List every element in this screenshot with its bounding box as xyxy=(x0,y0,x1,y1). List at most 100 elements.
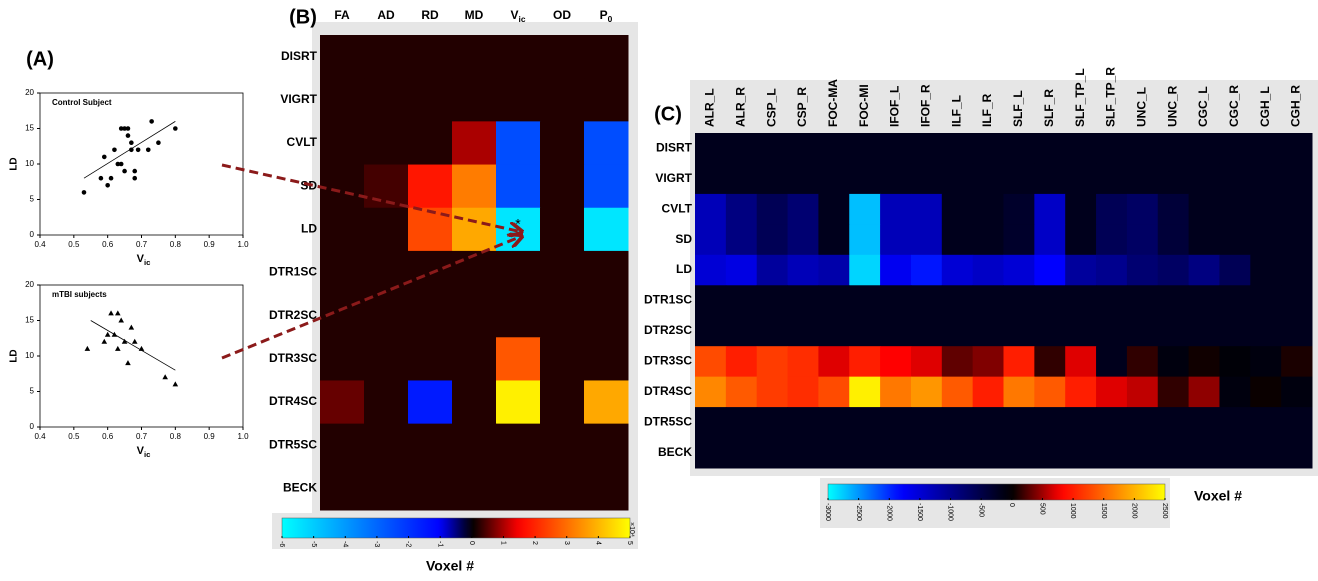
cell xyxy=(756,315,789,347)
colorbar-tick-label: 1 xyxy=(500,541,507,545)
column-label: SLF_TP_R xyxy=(1104,67,1118,127)
cell xyxy=(695,133,727,164)
cell xyxy=(695,437,727,469)
colorbar-tick-label: 2000 xyxy=(1131,503,1138,519)
cell xyxy=(1096,133,1128,164)
colorbar-label: Voxel # xyxy=(426,558,474,574)
y-tick-label: 10 xyxy=(25,351,34,360)
cell xyxy=(1219,407,1251,439)
row-label: DTR1SC xyxy=(644,293,692,307)
column-label: ILF_L xyxy=(949,95,963,127)
cell xyxy=(941,346,974,378)
cell xyxy=(725,193,758,225)
cell xyxy=(849,285,881,317)
cell xyxy=(818,285,850,317)
cell xyxy=(540,337,585,381)
cell xyxy=(910,193,943,225)
row-label: DTR5SC xyxy=(644,414,692,428)
cell xyxy=(1065,437,1097,469)
cell xyxy=(1096,346,1128,378)
cell xyxy=(1034,163,1066,195)
cell xyxy=(1219,133,1251,164)
cell xyxy=(880,254,912,286)
cell xyxy=(1096,407,1128,439)
cell xyxy=(1219,346,1251,378)
cell xyxy=(941,376,974,408)
cell xyxy=(849,407,881,439)
cell xyxy=(1096,376,1128,408)
y-tick-label: 5 xyxy=(30,387,35,396)
row-label: VIGRT xyxy=(280,92,317,106)
cell xyxy=(725,376,758,408)
x-tick-label: 0.6 xyxy=(102,240,114,249)
cell xyxy=(1034,224,1066,256)
cell xyxy=(725,254,758,286)
cell xyxy=(972,346,1004,378)
colorbar-tick-label: 500 xyxy=(1039,503,1046,515)
cell xyxy=(1034,346,1066,378)
cell xyxy=(1096,254,1128,286)
cell xyxy=(364,207,409,252)
cell xyxy=(1096,193,1128,225)
cell xyxy=(880,133,912,164)
column-label: FA xyxy=(334,8,350,22)
cell xyxy=(364,35,409,79)
column-label: SLF_L xyxy=(1011,90,1025,127)
y-tick-label: 15 xyxy=(25,124,34,133)
cell xyxy=(972,193,1004,225)
colorbar-tick-label: -2000 xyxy=(885,503,892,521)
x-tick-label: 0.5 xyxy=(68,432,80,441)
cell xyxy=(1003,224,1035,256)
cell xyxy=(1003,163,1035,195)
row-label: BECK xyxy=(658,445,692,459)
cell xyxy=(910,346,943,378)
column-label: CGC_L xyxy=(1196,86,1210,127)
cell xyxy=(910,133,943,164)
row-label: SD xyxy=(675,232,692,246)
colorbar-tick-label: 0 xyxy=(1008,503,1015,507)
cell xyxy=(320,423,365,468)
point xyxy=(128,324,135,330)
cell xyxy=(787,133,819,164)
colorbar-tick-label: 1000 xyxy=(1069,503,1076,519)
cell xyxy=(408,380,453,425)
point xyxy=(162,374,168,380)
colorbar-multiplier: ×10⁴ xyxy=(628,522,635,537)
point xyxy=(125,133,131,138)
cell xyxy=(1157,254,1190,286)
cell xyxy=(408,121,453,166)
plot-frame xyxy=(39,92,244,236)
cell xyxy=(972,285,1004,317)
cell xyxy=(787,224,819,256)
cell xyxy=(1188,285,1220,317)
cell xyxy=(540,466,585,511)
cell xyxy=(910,315,943,347)
cell xyxy=(787,193,819,225)
cell xyxy=(364,380,409,425)
colorbar-tick-label: 0 xyxy=(468,541,475,545)
row-label: VIGRT xyxy=(655,171,692,185)
cell xyxy=(540,207,585,252)
cell xyxy=(725,315,758,347)
cell xyxy=(1126,407,1159,439)
cell xyxy=(1034,376,1066,408)
column-label: SLF_R xyxy=(1042,89,1056,127)
cell xyxy=(972,224,1004,256)
point xyxy=(104,331,111,337)
point xyxy=(121,338,128,344)
cell xyxy=(695,163,727,195)
cell xyxy=(695,224,727,256)
colorbar-tick-label: -1000 xyxy=(947,503,954,521)
cell xyxy=(1065,193,1097,225)
cell xyxy=(1126,346,1159,378)
cell xyxy=(364,466,409,511)
cell xyxy=(540,294,585,338)
column-label: OD xyxy=(553,8,571,22)
point xyxy=(111,331,118,337)
point xyxy=(112,147,117,153)
cell xyxy=(1188,346,1220,378)
cell xyxy=(756,254,789,286)
cell xyxy=(1065,407,1097,439)
cell xyxy=(849,346,881,378)
point xyxy=(122,126,127,131)
